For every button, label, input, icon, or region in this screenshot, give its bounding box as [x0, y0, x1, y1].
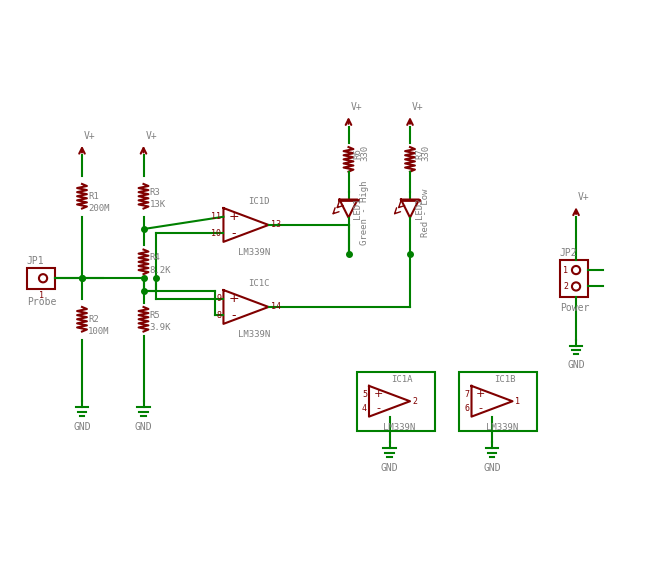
Text: 1: 1 [39, 291, 44, 299]
Text: V+: V+ [84, 131, 96, 141]
Text: JP2: JP2 [560, 248, 577, 258]
Text: Red - Low: Red - Low [421, 189, 430, 237]
Text: 330: 330 [421, 145, 430, 161]
Text: 9: 9 [216, 294, 222, 304]
Text: 1: 1 [514, 397, 520, 406]
Text: -: - [232, 227, 236, 239]
Text: V+: V+ [146, 131, 157, 141]
Text: Green - High: Green - High [360, 181, 369, 245]
Text: Power: Power [560, 303, 589, 313]
Text: GND: GND [567, 360, 585, 370]
Text: V+: V+ [412, 102, 424, 112]
Text: R2: R2 [88, 314, 99, 324]
Text: 14: 14 [270, 302, 281, 312]
Text: 5: 5 [362, 390, 367, 399]
Text: GND: GND [134, 422, 152, 432]
Text: IC1B: IC1B [494, 375, 516, 384]
Text: IC1A: IC1A [392, 375, 413, 384]
Text: 100M: 100M [88, 327, 110, 336]
Text: LM339N: LM339N [237, 330, 270, 339]
Bar [459, 372, 537, 431]
Text: 13K: 13K [150, 200, 166, 209]
Text: R5: R5 [150, 310, 161, 320]
Text: JP1: JP1 [27, 256, 44, 266]
Text: LM339N: LM339N [383, 423, 416, 432]
Text: Probe: Probe [27, 297, 56, 307]
Text: LM339N: LM339N [237, 248, 270, 257]
Text: -: - [376, 403, 380, 413]
Text: GND: GND [73, 422, 91, 432]
Text: R7: R7 [415, 148, 424, 159]
Text: V+: V+ [350, 102, 362, 112]
Text: 8.2K: 8.2K [150, 265, 171, 275]
Text: R3: R3 [150, 188, 161, 197]
Text: R6: R6 [354, 148, 362, 159]
Text: 6: 6 [464, 404, 470, 413]
Text: 330: 330 [360, 145, 369, 161]
Text: 3.9K: 3.9K [150, 323, 171, 332]
Text: GND: GND [483, 463, 501, 473]
Text: LM339N: LM339N [486, 423, 518, 432]
Text: +: + [228, 210, 239, 223]
Text: 8: 8 [216, 310, 222, 320]
Text: R1: R1 [88, 192, 99, 201]
Text: 2: 2 [412, 397, 417, 406]
Bar [357, 372, 435, 431]
Text: R4: R4 [150, 253, 161, 263]
Text: 13: 13 [270, 220, 281, 230]
Text: +: + [228, 292, 239, 305]
Text: 2: 2 [564, 282, 568, 291]
Text: LED2: LED2 [415, 198, 424, 219]
Text: -: - [232, 309, 236, 321]
Text: 10: 10 [211, 228, 222, 238]
Text: 4: 4 [362, 404, 367, 413]
Text: IC1C: IC1C [248, 279, 270, 288]
Text: -: - [478, 403, 483, 413]
Text: IC1D: IC1D [248, 197, 270, 206]
Bar [560, 260, 588, 297]
Text: +: + [373, 389, 382, 399]
Text: LED1: LED1 [354, 198, 362, 219]
Text: V+: V+ [578, 192, 590, 203]
Text: 11: 11 [211, 212, 222, 221]
Text: 7: 7 [464, 390, 470, 399]
Text: GND: GND [380, 463, 398, 473]
Bar [27, 268, 55, 288]
Text: 1: 1 [564, 265, 568, 275]
Text: 200M: 200M [88, 204, 110, 213]
Text: +: + [476, 389, 485, 399]
